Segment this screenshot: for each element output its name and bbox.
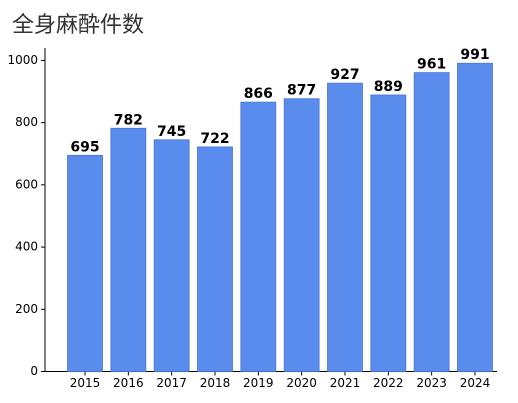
bar — [370, 94, 407, 372]
chart-title: 全身麻酔件数 — [12, 13, 144, 38]
y-tick-label: 600 — [15, 177, 38, 191]
y-tick-label: 0 — [30, 364, 38, 378]
bar — [327, 82, 363, 372]
x-tick-label: 2018 — [200, 376, 231, 390]
value-label: 866 — [244, 86, 273, 102]
bar — [110, 127, 147, 372]
value-label: 722 — [200, 131, 229, 147]
bar — [67, 154, 103, 372]
x-tick-label: 2016 — [113, 376, 144, 390]
x-tick-label: 2019 — [243, 376, 274, 390]
x-tick-label: 2015 — [70, 376, 101, 390]
x-tick-label: 2024 — [460, 376, 491, 390]
value-label: 889 — [374, 79, 403, 95]
bar — [283, 98, 320, 372]
value-label: 695 — [70, 139, 99, 155]
value-label: 877 — [287, 83, 316, 99]
y-tick-label: 800 — [15, 115, 38, 129]
value-label: 782 — [114, 112, 143, 128]
bar — [197, 146, 233, 372]
bar — [153, 139, 190, 372]
bar — [457, 62, 493, 372]
x-tick-label: 2022 — [373, 376, 404, 390]
value-label: 961 — [417, 57, 446, 73]
x-tick-label: 2017 — [156, 376, 187, 390]
y-tick-label: 200 — [15, 302, 38, 316]
bar — [240, 101, 277, 372]
y-tick-label: 1000 — [7, 53, 38, 67]
y-tick-label: 400 — [15, 240, 38, 254]
x-tick-label: 2020 — [286, 376, 317, 390]
value-label: 927 — [330, 67, 359, 83]
x-tick-label: 2023 — [416, 376, 447, 390]
bar — [413, 72, 450, 372]
value-label: 991 — [460, 47, 489, 63]
value-label: 745 — [157, 124, 186, 140]
x-tick-label: 2021 — [330, 376, 361, 390]
